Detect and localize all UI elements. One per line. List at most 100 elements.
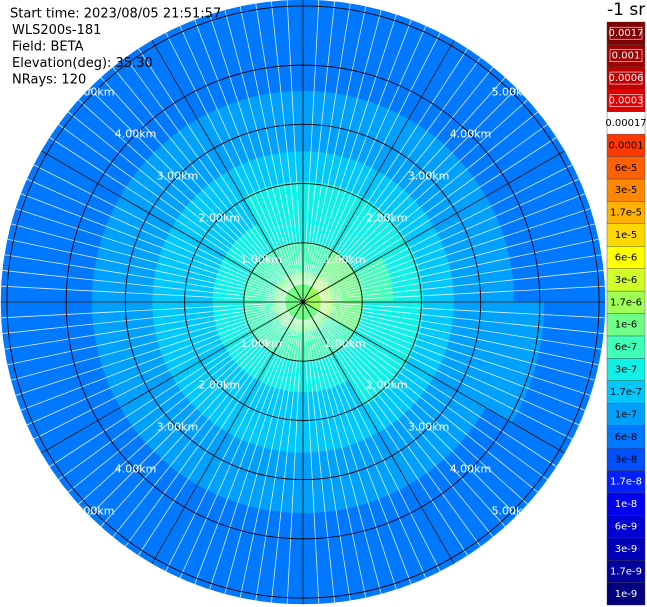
ray-gap <box>68 312 290 493</box>
ray-gap <box>304 1 335 285</box>
ray-gap <box>49 137 289 293</box>
colorbar-label: 1.7e-9 <box>610 566 642 577</box>
spoke <box>302 40 455 303</box>
ray-gap <box>7 238 286 299</box>
ray-gap <box>138 316 294 556</box>
ray-gap <box>1 302 286 319</box>
ray-gap <box>112 315 293 537</box>
range-label: 5.00km <box>73 504 115 517</box>
ray-gap <box>209 14 298 286</box>
range-label: 4.00km <box>450 462 492 475</box>
colorbar-label: 1e-6 <box>615 320 638 331</box>
ray-gap <box>312 316 468 556</box>
ray-gap <box>307 10 382 285</box>
colorbar-label: 0.0017 <box>609 28 644 39</box>
ray-gap <box>4 304 286 350</box>
ray-gap <box>313 316 481 547</box>
ray-gap <box>255 3 301 285</box>
ray-gap <box>303 0 320 285</box>
spoke <box>41 301 304 454</box>
spoke <box>302 150 565 303</box>
ray-gap <box>33 309 288 440</box>
ray-gap <box>318 309 573 440</box>
ray-gap <box>319 208 591 297</box>
colorbar-label: 3e-7 <box>615 365 638 376</box>
ray-gap <box>307 319 382 594</box>
ray-gap <box>1 285 286 302</box>
ray-gap <box>224 319 299 594</box>
colorbar-label: 6e-9 <box>615 522 638 533</box>
colorbar-title: -1 sr <box>607 0 645 20</box>
ray-gap <box>319 307 586 411</box>
ray-gap <box>319 308 580 426</box>
ray-gap <box>315 313 528 505</box>
range-label: 2.00km <box>366 379 408 392</box>
range-label: 4.00km <box>115 128 157 141</box>
ray-gap <box>11 306 286 381</box>
ray-gap <box>209 318 298 590</box>
range-label: 3.00km <box>157 169 199 182</box>
ray-gap <box>314 77 506 290</box>
colorbar-label-box <box>609 94 643 107</box>
ray-gap <box>306 319 367 598</box>
ray-gap <box>320 304 602 350</box>
ray-gap <box>313 67 494 289</box>
spoke <box>151 301 304 564</box>
range-label: 4.00km <box>450 128 492 141</box>
ray-gap <box>320 303 604 334</box>
ray-gap <box>315 314 517 516</box>
colorbar-label: 1.7e-5 <box>610 208 642 219</box>
range-label: 3.00km <box>408 169 450 182</box>
colorbar-label: 3e-6 <box>615 275 638 286</box>
range-ring <box>243 242 363 362</box>
ray-gap <box>7 305 286 366</box>
range-label: 1.00km <box>240 253 282 266</box>
ray-gap <box>239 319 300 598</box>
ray-gap <box>33 164 288 295</box>
ray-gap <box>58 124 289 292</box>
spoke <box>151 40 304 303</box>
ray-gap <box>305 319 351 601</box>
ray-gap <box>313 315 494 537</box>
colorbar-label: 1e-8 <box>615 499 638 510</box>
ray-gap <box>315 88 517 290</box>
range-label: 5.00km <box>73 86 115 99</box>
ray-gap <box>15 307 287 396</box>
colorbar-label: 0.00017 <box>605 118 646 129</box>
ray-gap <box>308 318 412 585</box>
colorbar-label: 1e-7 <box>615 409 638 420</box>
spoke <box>302 301 455 564</box>
ray-gap <box>271 1 302 285</box>
ray-gap <box>319 307 591 396</box>
info-line: Start time: 2023/08/05 21:51:57 <box>10 7 221 22</box>
ray-gap <box>304 319 335 603</box>
range-cell <box>151 0 304 67</box>
info-line: Elevation(deg): 35.30 <box>12 56 153 71</box>
ray-gap <box>194 318 298 585</box>
colorbar-label: 1e-5 <box>615 230 638 241</box>
ray-gap <box>309 25 427 286</box>
ray-gap <box>89 88 291 290</box>
ray-gap <box>58 312 289 480</box>
colorbar-label: 6e-6 <box>615 252 638 263</box>
ray-gap <box>317 311 557 467</box>
range-label: 3.00km <box>157 421 199 434</box>
ray-gap <box>286 319 303 604</box>
range-ring <box>6 5 600 599</box>
ray-gap <box>78 313 291 505</box>
range-label: 1.00km <box>240 337 282 350</box>
ray-gap <box>315 99 528 291</box>
ray-gap <box>4 254 286 300</box>
ray-gap <box>313 57 481 288</box>
ray-gap <box>303 319 320 604</box>
colorbar-label: 1.7e-7 <box>610 387 642 398</box>
range-label: 2.00km <box>198 211 240 224</box>
ray-gap <box>179 318 297 579</box>
ray-gap <box>194 19 298 286</box>
ray-gap <box>286 0 303 285</box>
plot-area: 1.00km 1.00km 1.00km 1.00km 2.00km 2.00km 2.00… <box>0 0 606 605</box>
ray-gap <box>2 303 286 334</box>
ray-gap <box>314 314 506 527</box>
colorbar-label: 0.0006 <box>609 73 644 84</box>
